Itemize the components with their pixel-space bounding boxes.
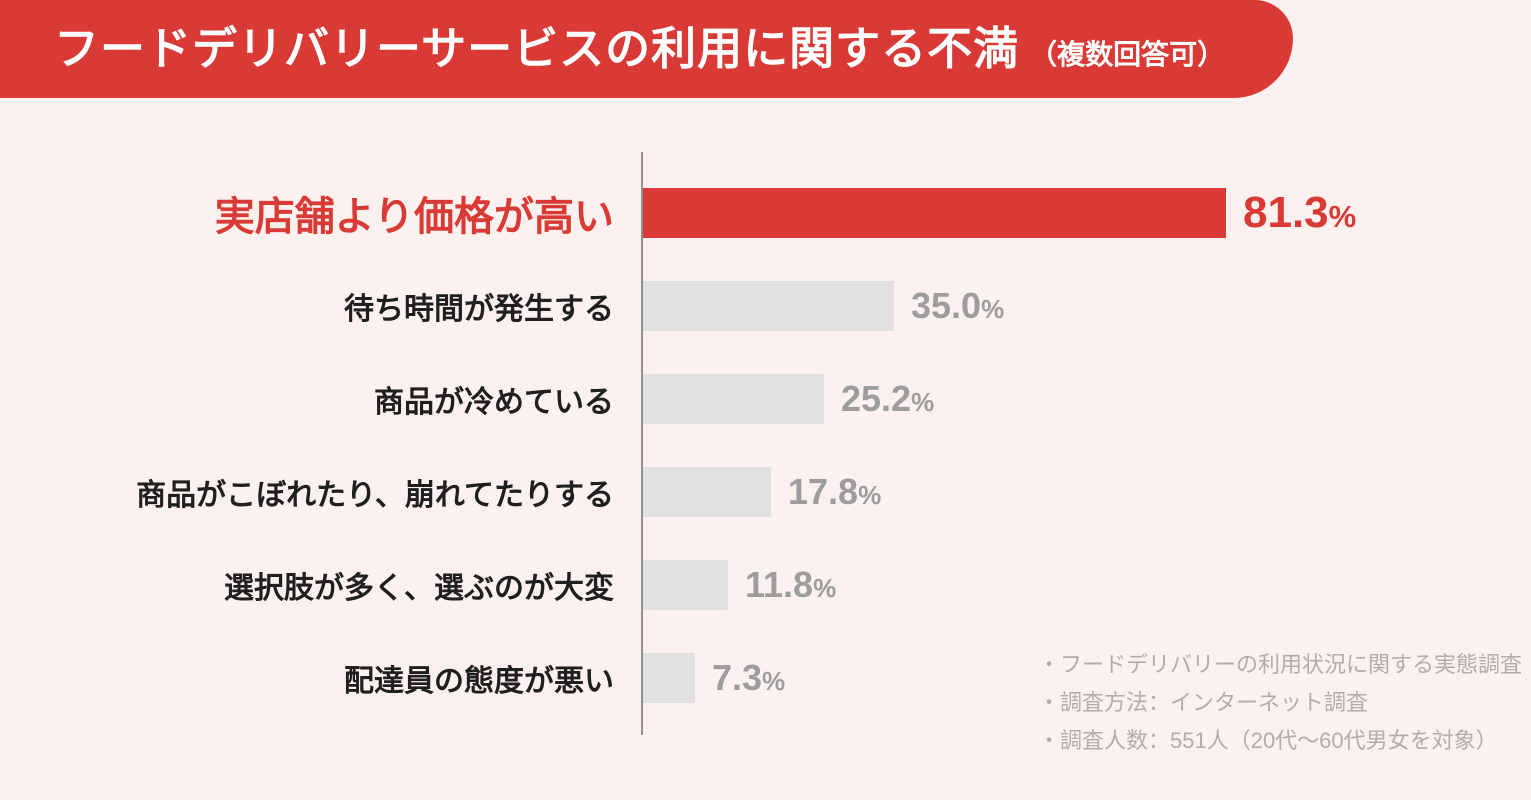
value-label: 35.0% <box>911 281 1004 331</box>
bar <box>643 281 894 331</box>
bar-row: 配達員の態度が悪い 7.3% <box>0 653 1531 703</box>
value-number: 7.3 <box>712 657 763 698</box>
value-unit: % <box>911 387 935 417</box>
category-label: 待ち時間が発生する <box>344 293 614 326</box>
value-number: 25.2 <box>841 378 912 419</box>
value-unit: % <box>1328 199 1357 234</box>
category-label: 商品が冷めている <box>374 386 614 419</box>
value-unit: % <box>858 480 882 510</box>
category-label: 商品がこぼれたり、崩れてたりする <box>136 479 614 512</box>
bar-row: 待ち時間が発生する 35.0% <box>0 281 1531 331</box>
bar-row: 選択肢が多く、選ぶのが大変 11.8% <box>0 560 1531 610</box>
category-label: 配達員の態度が悪い <box>344 665 614 698</box>
footnotes: ・フードデリバリーの利用状況に関する実態調査 ・調査方法：インターネット調査 ・… <box>1038 646 1522 760</box>
bar <box>643 374 824 424</box>
footnote-survey-name: ・フードデリバリーの利用状況に関する実態調査 <box>1038 652 1523 677</box>
value-number: 11.8 <box>745 564 814 605</box>
footnote-sample: ・調査人数：551人（20代～60代男女を対象） <box>1038 728 1498 753</box>
footnote-method: ・調査方法：インターネット調査 <box>1038 690 1369 715</box>
bar-row: 実店舗より価格が高い 81.3% <box>0 188 1531 239</box>
category-label: 選択肢が多く、選ぶのが大変 <box>224 572 614 605</box>
chart-title: フードデリバリーサービスの利用に関する不満 <box>54 23 1020 74</box>
value-label: 11.8% <box>745 560 836 610</box>
bar-row: 商品がこぼれたり、崩れてたりする 17.8% <box>0 467 1531 517</box>
bar <box>643 467 771 517</box>
value-label: 17.8% <box>788 467 881 517</box>
value-unit: % <box>813 573 837 603</box>
value-number: 17.8 <box>788 471 859 512</box>
category-label: 実店舗より価格が高い <box>214 195 614 239</box>
value-label: 25.2% <box>841 374 934 424</box>
value-unit: % <box>981 294 1005 324</box>
axis-line <box>641 152 643 735</box>
value-number: 35.0 <box>911 285 982 326</box>
header-banner: フードデリバリーサービスの利用に関する不満 （複数回答可） <box>0 0 1293 98</box>
bar <box>643 653 695 703</box>
chart-title-note: （複数回答可） <box>1029 39 1226 70</box>
bar <box>643 560 728 610</box>
value-unit: % <box>762 666 786 696</box>
value-label: 81.3% <box>1243 188 1356 238</box>
bar-row: 商品が冷めている 25.2% <box>0 374 1531 424</box>
value-label: 7.3% <box>712 653 785 703</box>
value-number: 81.3 <box>1243 188 1329 237</box>
bar <box>643 188 1226 238</box>
